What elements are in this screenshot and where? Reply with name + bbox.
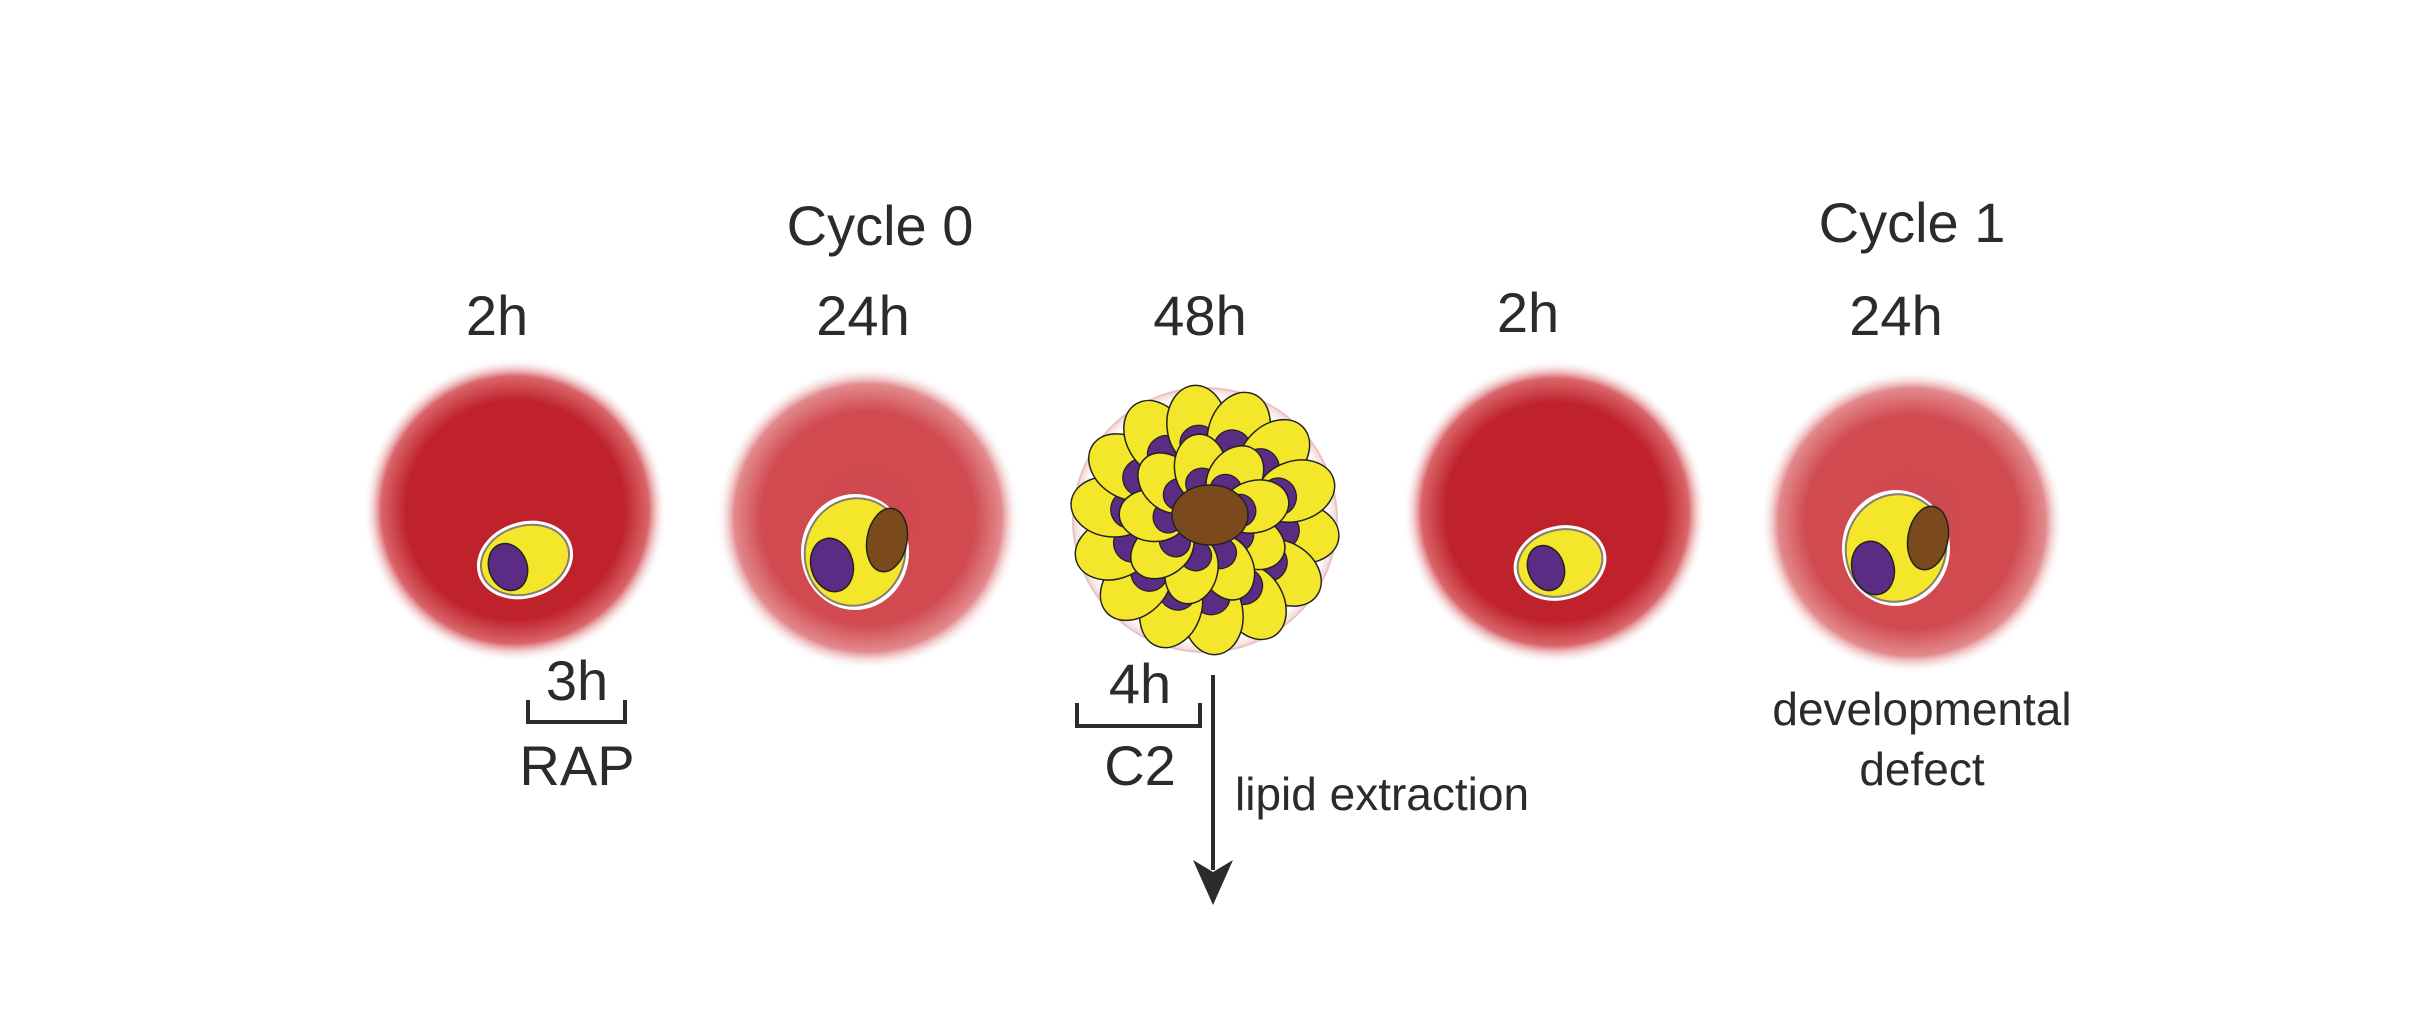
parasite-ring [476, 520, 574, 600]
parasite-trophozoite [801, 494, 909, 610]
residual-food-vacuole [1171, 484, 1249, 546]
parasite-trophozoite [1842, 490, 1950, 606]
timepoint-label: 48h [1153, 284, 1246, 347]
cycle-0-label: Cycle 0 [787, 194, 974, 257]
arrow-label: lipid extraction [1235, 768, 1529, 820]
nucleus [487, 542, 529, 592]
outcome-line-1: developmental [1772, 683, 2071, 735]
infected-rbc-ring-stage-cycle-1 [1403, 360, 1707, 664]
infected-rbc-ring-stage [363, 358, 667, 662]
treatment-bracket-c2: 4h C2 [1075, 652, 1202, 797]
parasite-ring [1513, 525, 1607, 601]
food-vacuole [1906, 505, 1950, 571]
treatment-agent: C2 [1104, 734, 1176, 797]
timepoint-label: 24h [1849, 284, 1942, 347]
lipid-extraction-arrow: lipid extraction [1193, 675, 1529, 905]
treatment-duration: 4h [1109, 652, 1171, 715]
treatment-duration: 3h [546, 649, 608, 712]
timepoint-label: 24h [816, 284, 909, 347]
nucleus [809, 537, 855, 593]
infected-rbc-trophozoite-cycle-1 [1760, 370, 2064, 674]
timepoint-label: 2h [1497, 281, 1559, 344]
treatment-bracket-rap: 3h RAP [519, 649, 634, 797]
outcome-line-2: defect [1859, 743, 1985, 795]
nucleus [1526, 544, 1566, 592]
infected-rbc-trophozoite [716, 366, 1020, 670]
cycle-1-label: Cycle 1 [1819, 191, 2006, 254]
timepoint-label: 2h [466, 284, 528, 347]
treatment-agent: RAP [519, 734, 634, 797]
food-vacuole [865, 507, 909, 573]
infected-rbc-schizont [1070, 384, 1340, 656]
nucleus [1850, 540, 1896, 596]
